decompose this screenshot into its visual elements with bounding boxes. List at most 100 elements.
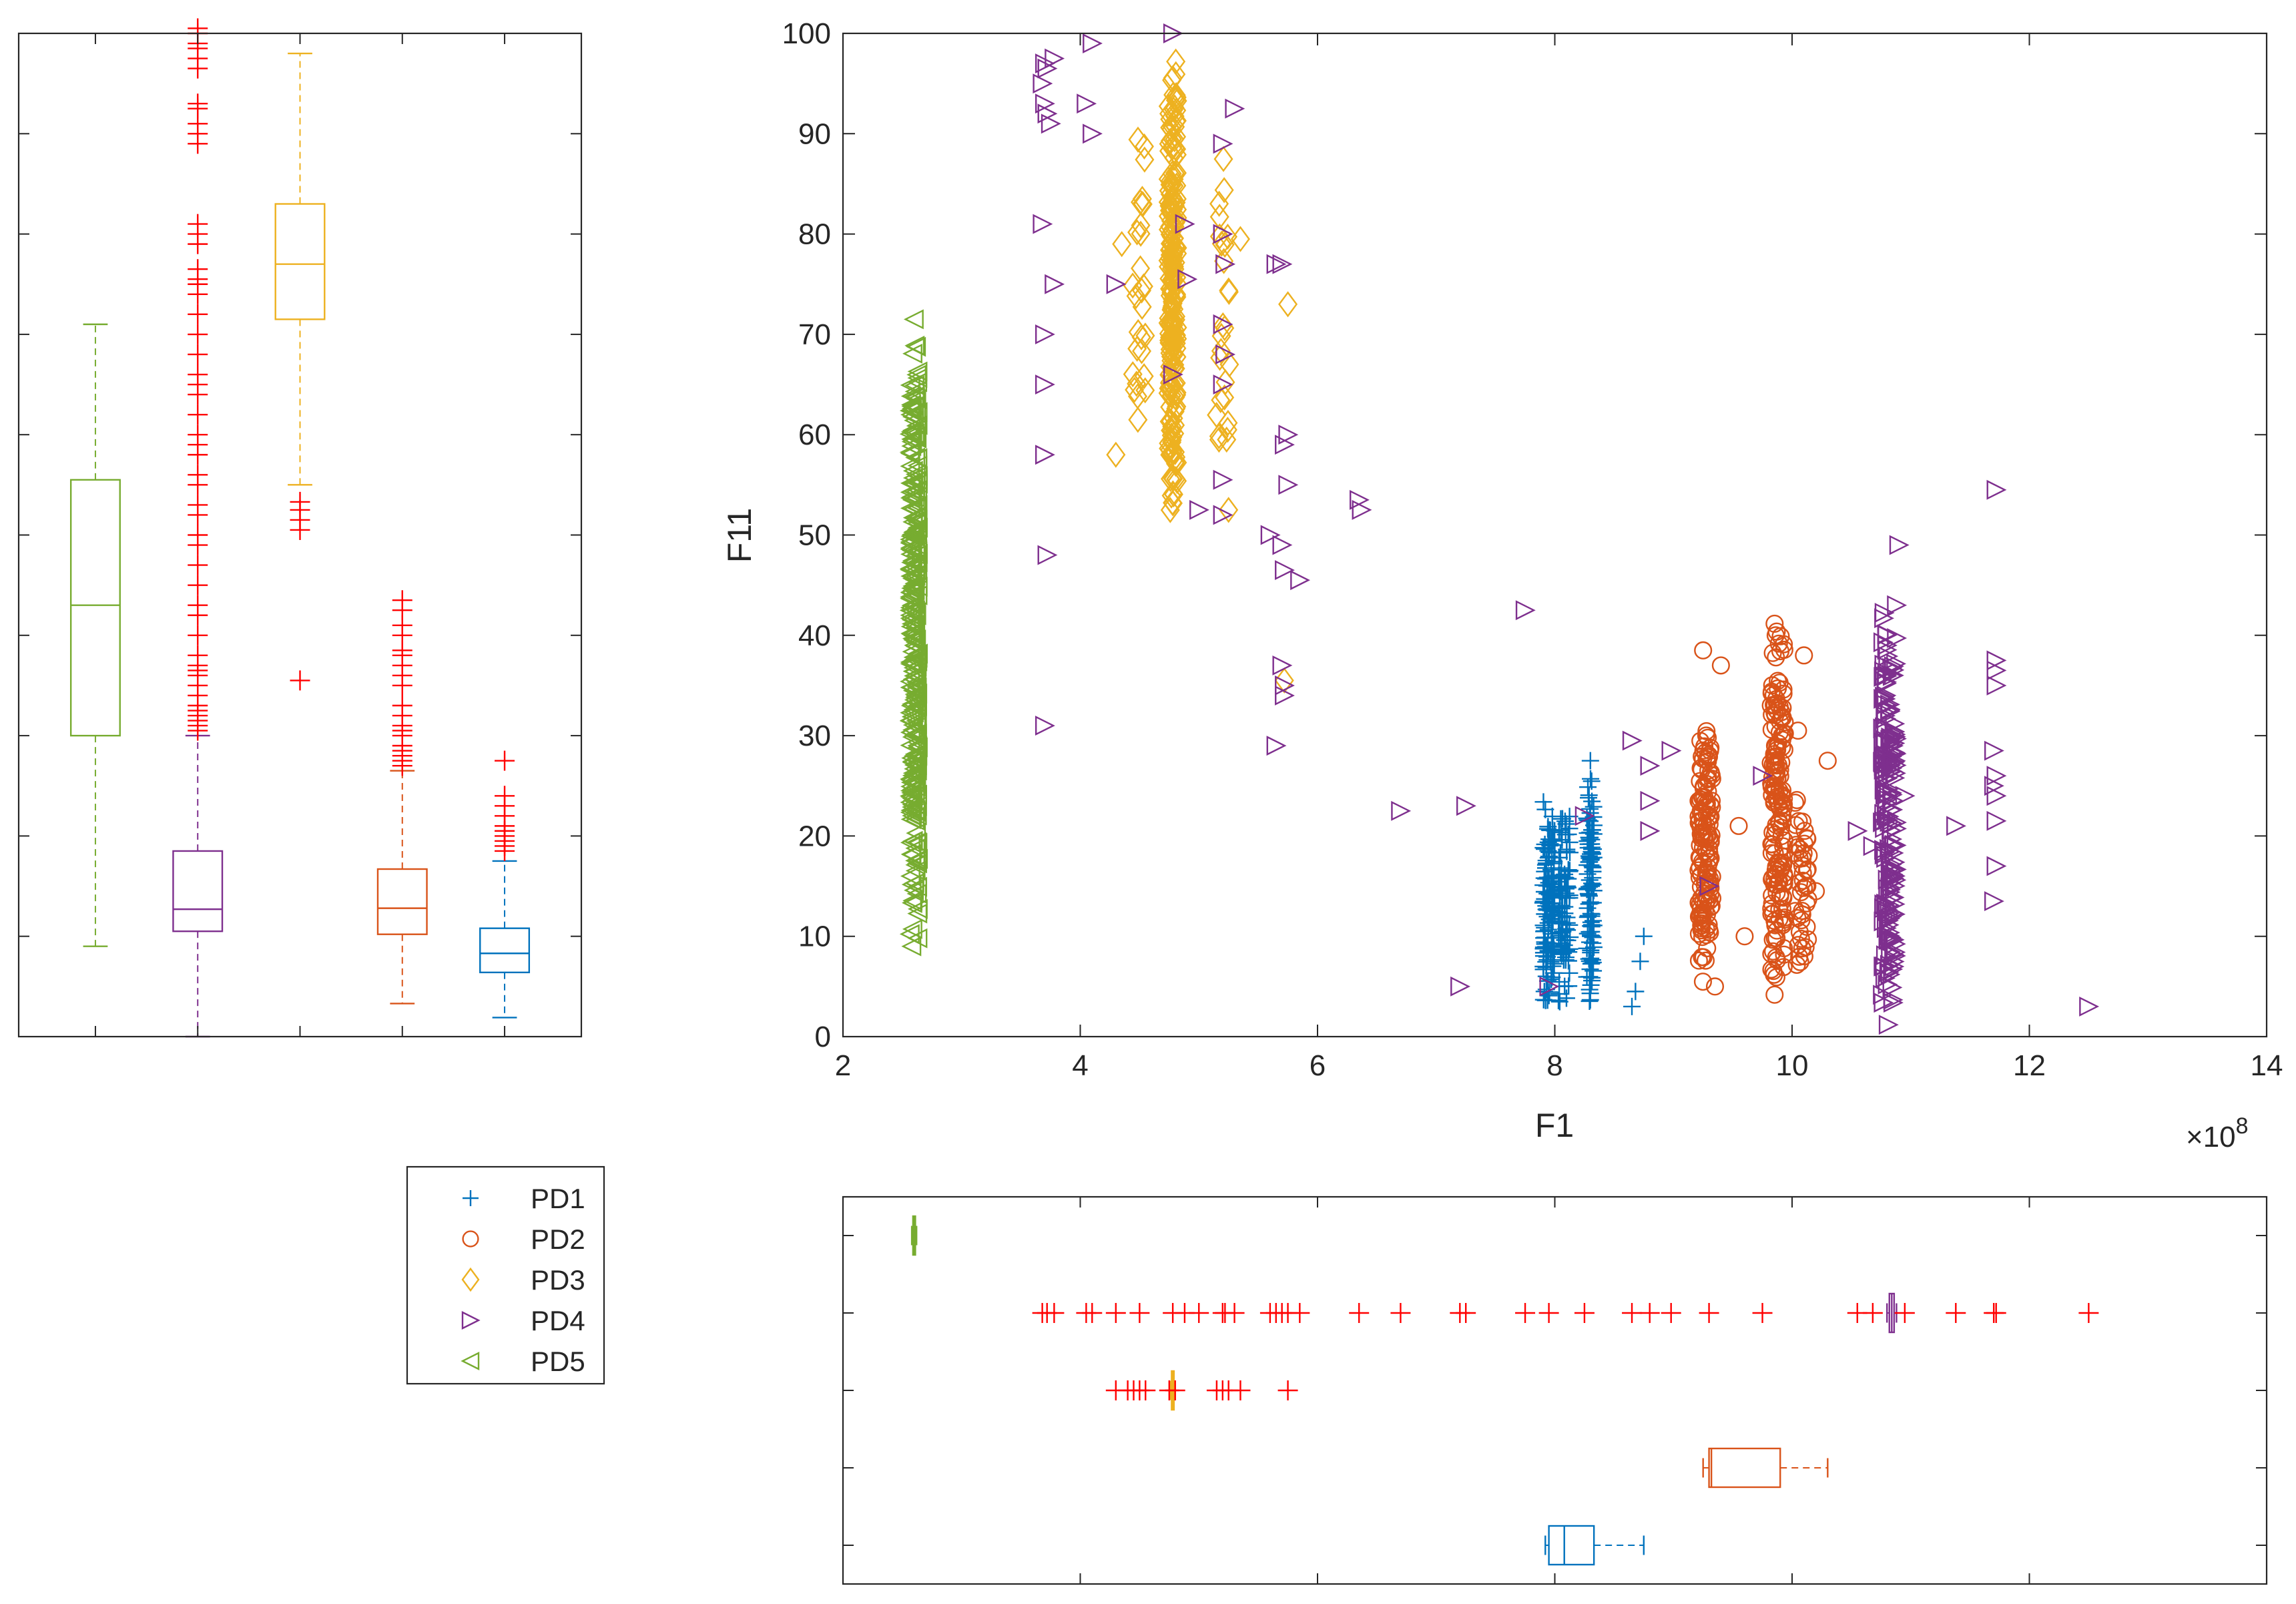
outlier-mark xyxy=(2078,1303,2099,1323)
data-point-pd4 xyxy=(1986,479,2007,500)
data-point-pd4 xyxy=(1880,694,1901,715)
data-point-pd2 xyxy=(1789,722,1807,740)
data-point-pd4 xyxy=(1882,977,1903,998)
vertical-boxplot-panel xyxy=(17,18,583,1038)
outlier-mark xyxy=(1224,1303,1245,1323)
data-point-pd2 xyxy=(1774,958,1793,977)
data-point-pd2 xyxy=(1697,817,1716,836)
hbox-pd5 xyxy=(910,1215,918,1256)
vertical-boxplot-marks xyxy=(69,18,531,1038)
y-tick-label: 30 xyxy=(798,720,831,752)
data-point-pd5 xyxy=(902,918,922,939)
data-point-pd1 xyxy=(1536,840,1554,858)
data-point-pd2 xyxy=(1799,930,1817,949)
data-point-pd1 xyxy=(1550,821,1568,839)
data-point-pd4 xyxy=(1275,560,1295,581)
data-point-pd1 xyxy=(1540,983,1558,1001)
data-point-pd5 xyxy=(907,541,928,562)
data-point-pd5 xyxy=(907,519,927,539)
data-point-pd5 xyxy=(907,903,928,924)
data-point-pd4 xyxy=(1886,946,1906,966)
hbox-pd2 xyxy=(1702,1447,1829,1489)
data-point-pd5 xyxy=(902,680,923,701)
data-point-pd4 xyxy=(1275,686,1295,706)
legend-item-pd5: PD5 xyxy=(461,1346,585,1377)
data-point-pd1 xyxy=(1580,847,1598,865)
outlier-mark xyxy=(1135,1380,1156,1400)
data-point-pd3 xyxy=(1163,424,1183,451)
data-point-pd1 xyxy=(1583,772,1601,790)
data-point-pd2 xyxy=(1702,826,1721,844)
data-point-pd1 xyxy=(1584,934,1602,952)
data-point-pd5 xyxy=(902,461,923,481)
data-point-pd1 xyxy=(1582,976,1600,994)
data-point-pd4 xyxy=(1984,891,2004,912)
data-point-pd3 xyxy=(1159,265,1179,292)
data-point-pd1 xyxy=(1581,926,1599,945)
x-tick-label: 6 xyxy=(1310,1049,1326,1082)
data-point-pd2 xyxy=(1701,878,1720,897)
data-point-pd2 xyxy=(1699,807,1718,826)
y-tick-label: 0 xyxy=(815,1021,831,1053)
outlier-mark xyxy=(1639,1303,1660,1323)
hbox-pd4 xyxy=(1032,1292,2099,1334)
data-point-pd3 xyxy=(1211,230,1231,257)
data-point-pd2 xyxy=(1792,911,1811,930)
data-point-pd4 xyxy=(1885,860,1906,880)
data-point-pd4 xyxy=(1041,113,1061,134)
data-point-pd4 xyxy=(1163,364,1183,384)
data-point-pd4 xyxy=(1275,676,1295,696)
data-point-pd2 xyxy=(1787,836,1805,854)
data-point-pd2 xyxy=(1735,927,1754,946)
outlier-mark xyxy=(1044,1303,1065,1323)
data-point-pd3 xyxy=(1167,142,1187,168)
outlier-mark xyxy=(188,575,208,595)
data-point-pd3 xyxy=(1165,439,1185,465)
data-point-pd5 xyxy=(907,466,928,487)
data-point-pd4 xyxy=(1177,269,1198,290)
data-point-pd3 xyxy=(1161,168,1181,194)
data-point-pd3 xyxy=(1215,384,1235,411)
data-point-pd4 xyxy=(1035,716,1055,736)
box-pd1 xyxy=(479,750,531,1019)
data-point-pd3 xyxy=(1131,277,1151,304)
outlier-mark xyxy=(1752,1303,1773,1323)
data-point-pd3 xyxy=(1211,338,1231,364)
data-point-pd2 xyxy=(1789,812,1808,830)
data-point-pd2 xyxy=(1765,929,1784,948)
data-point-pd4 xyxy=(1077,93,1097,114)
outlier-mark xyxy=(1277,1380,1298,1400)
data-point-pd4 xyxy=(1986,650,2007,671)
data-point-pd4 xyxy=(1986,856,2007,876)
legend-marker-pd5 xyxy=(461,1352,480,1370)
data-point-pd1 xyxy=(1581,871,1599,889)
data-point-pd4 xyxy=(1873,632,1894,653)
data-point-pd5 xyxy=(900,652,920,672)
data-point-pd2 xyxy=(1697,887,1715,906)
data-point-pd4 xyxy=(1661,740,1682,761)
data-point-pd3 xyxy=(1127,335,1147,362)
data-point-pd3 xyxy=(1219,351,1239,378)
data-point-pd2 xyxy=(1795,947,1813,966)
x-tick-label: 8 xyxy=(1546,1049,1562,1082)
data-point-pd4 xyxy=(1878,768,1898,788)
data-point-pd2 xyxy=(1729,816,1748,835)
outlier-mark xyxy=(290,491,310,512)
data-point-pd2 xyxy=(1763,868,1781,887)
outlier-mark xyxy=(188,324,208,344)
data-point-pd4 xyxy=(2079,996,2100,1017)
data-point-pd2 xyxy=(1771,627,1790,645)
outlier-mark xyxy=(392,696,412,716)
data-point-pd3 xyxy=(1158,216,1178,243)
outlier-mark xyxy=(188,525,208,545)
data-point-pd2 xyxy=(1787,791,1806,810)
series-pd2 xyxy=(1689,614,1837,1004)
data-point-pd5 xyxy=(902,407,922,427)
data-point-pd2 xyxy=(1763,676,1781,695)
data-point-pd1 xyxy=(1584,858,1602,876)
horizontal-boxplot-marks xyxy=(910,1215,2099,1566)
series-pd1 xyxy=(1534,752,1653,1015)
outlier-mark xyxy=(188,405,208,425)
outlier-mark xyxy=(188,645,208,665)
data-point-pd1 xyxy=(1582,770,1600,788)
